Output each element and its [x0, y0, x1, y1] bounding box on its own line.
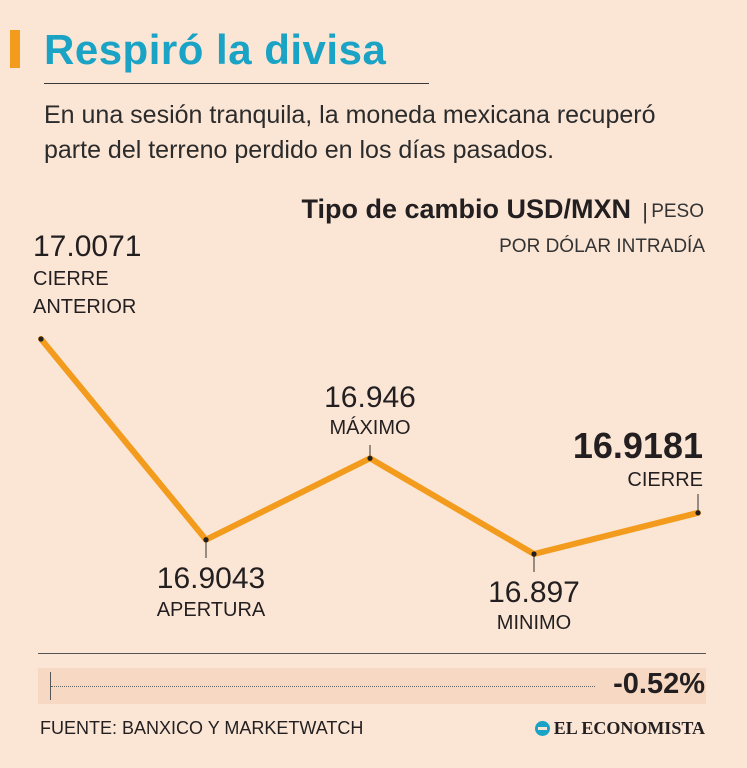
brand-logo: EL ECONOMISTA — [534, 718, 705, 739]
source-note: FUENTE: BANXICO Y MARKETWATCH — [40, 718, 364, 738]
data-value-label: 17.0071 — [33, 230, 141, 263]
change-band-dotted-line — [51, 686, 595, 687]
chart-title-separator: | — [642, 199, 648, 224]
data-value-label: 16.897 — [488, 576, 580, 609]
data-point — [531, 551, 537, 557]
chart-title: Tipo de cambio USD/MXN — [301, 194, 631, 224]
daily-change-value: -0.52% — [613, 668, 705, 700]
data-value-label: 16.9181 — [573, 425, 703, 466]
data-point — [367, 455, 373, 461]
title-accent-bar — [10, 30, 20, 68]
data-point — [38, 336, 44, 342]
data-point-label: MINIMO — [497, 612, 571, 634]
line-chart: 17.0071 CIERRE ANTERIOR 16.9043 APERTURA 16.9… — [33, 230, 703, 634]
chart-unit-line1: PESO — [651, 201, 704, 222]
data-point-label: MÁXIMO — [329, 416, 410, 439]
data-point-label: CIERRE ANTERIOR — [33, 268, 136, 318]
data-point-label: CIERRE — [627, 469, 703, 491]
bottom-divider — [38, 653, 706, 654]
page-title: Respiró la divisa — [44, 26, 387, 73]
data-value-label: 16.9043 — [157, 562, 265, 595]
data-point — [203, 537, 209, 543]
data-point-label: APERTURA — [157, 599, 266, 621]
data-point — [695, 510, 701, 516]
page-subtitle: En una sesión tranquila, la moneda mexic… — [44, 101, 656, 164]
brand-icon — [534, 721, 550, 736]
change-band-tick — [50, 672, 51, 700]
data-value-label: 16.946 — [324, 381, 416, 414]
title-underline — [44, 83, 429, 84]
brand-name: EL ECONOMISTA — [553, 718, 705, 738]
chart-unit-line2: POR DÓLAR INTRADÍA — [499, 236, 705, 257]
